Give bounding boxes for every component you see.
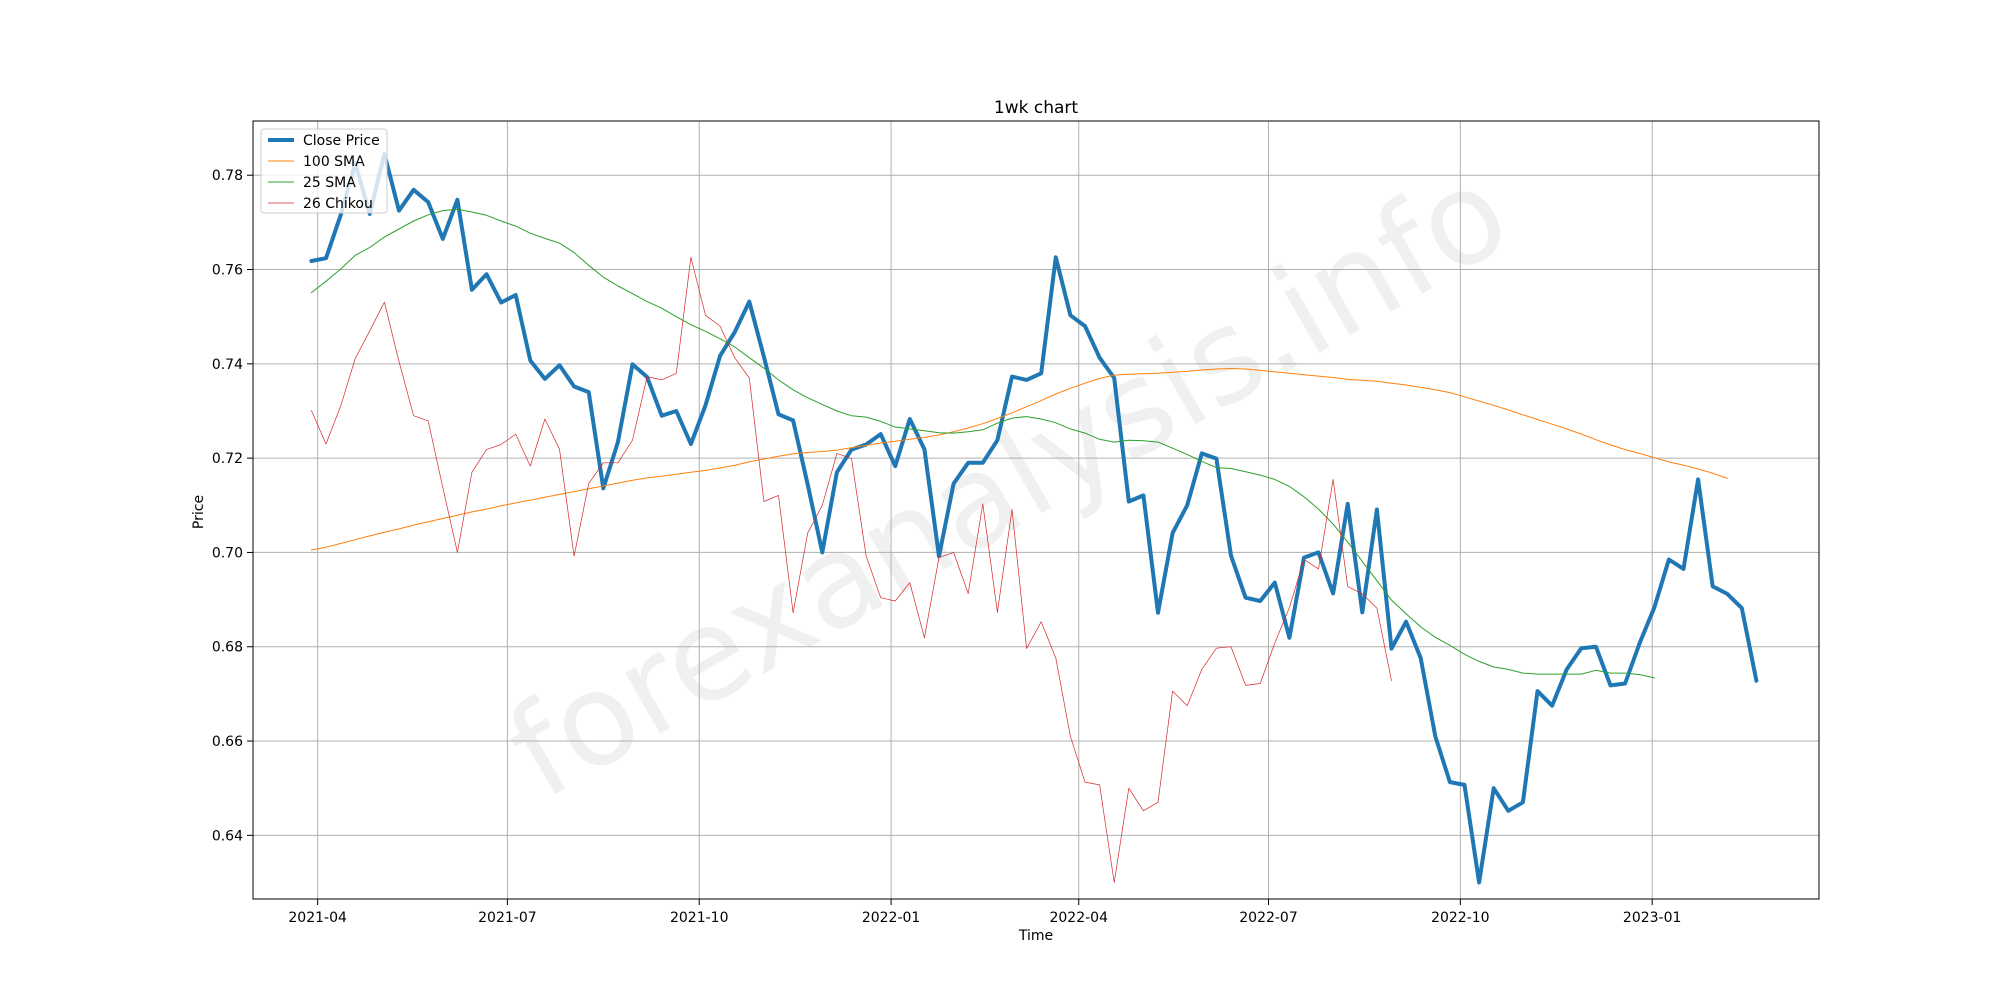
x-tick-label: 2022-10 — [1431, 910, 1490, 926]
grid-layer — [253, 121, 1819, 899]
x-tick-label: 2021-04 — [288, 910, 347, 926]
legend-label-25-sma: 25 SMA — [303, 175, 356, 191]
series-line-25-sma — [310, 208, 1655, 679]
legend-box — [260, 128, 388, 214]
y-tick-label: 0.66 — [212, 734, 243, 750]
y-axis-label: Price — [191, 495, 207, 529]
series-line-26-chikou — [311, 256, 1392, 883]
y-tick-label: 0.68 — [212, 640, 243, 656]
y-tick-label: 0.64 — [212, 828, 243, 844]
x-tick-label: 2021-10 — [670, 910, 729, 926]
x-axis: 2021-04 2021-07 2021-10 2022-01 2022-04 2022-… — [288, 899, 1681, 926]
y-axis: 0.64 0.66 0.68 0.70 0.72 0.74 0.76 0.78 — [212, 168, 253, 844]
y-tick-label: 0.78 — [212, 168, 243, 184]
legend-label-100-sma: 100 SMA — [303, 154, 365, 170]
legend-label-26-chikou: 26 Chikou — [303, 196, 373, 212]
x-tick-label: 2021-07 — [478, 910, 537, 926]
series-layer — [309, 152, 1759, 885]
x-axis-label: Time — [1018, 928, 1053, 944]
x-tick-label: 2022-01 — [862, 910, 921, 926]
y-tick-label: 0.76 — [212, 263, 243, 279]
x-tick-label: 2022-07 — [1239, 910, 1298, 926]
chart-title: 1wk chart — [994, 98, 1078, 118]
y-tick-label: 0.74 — [212, 357, 243, 373]
y-tick-label: 0.70 — [212, 545, 243, 561]
x-tick-label: 2023-01 — [1623, 910, 1682, 926]
series-line-close-price — [309, 152, 1759, 885]
legend-label-close-price: Close Price — [303, 133, 380, 149]
series-line-100-sma — [310, 368, 1728, 551]
y-tick-label: 0.72 — [212, 451, 243, 467]
x-tick-label: 2022-04 — [1049, 910, 1108, 926]
legend: Close Price 100 SMA 25 SMA 26 Chikou — [260, 128, 388, 214]
plot-area-frame — [252, 120, 1820, 900]
